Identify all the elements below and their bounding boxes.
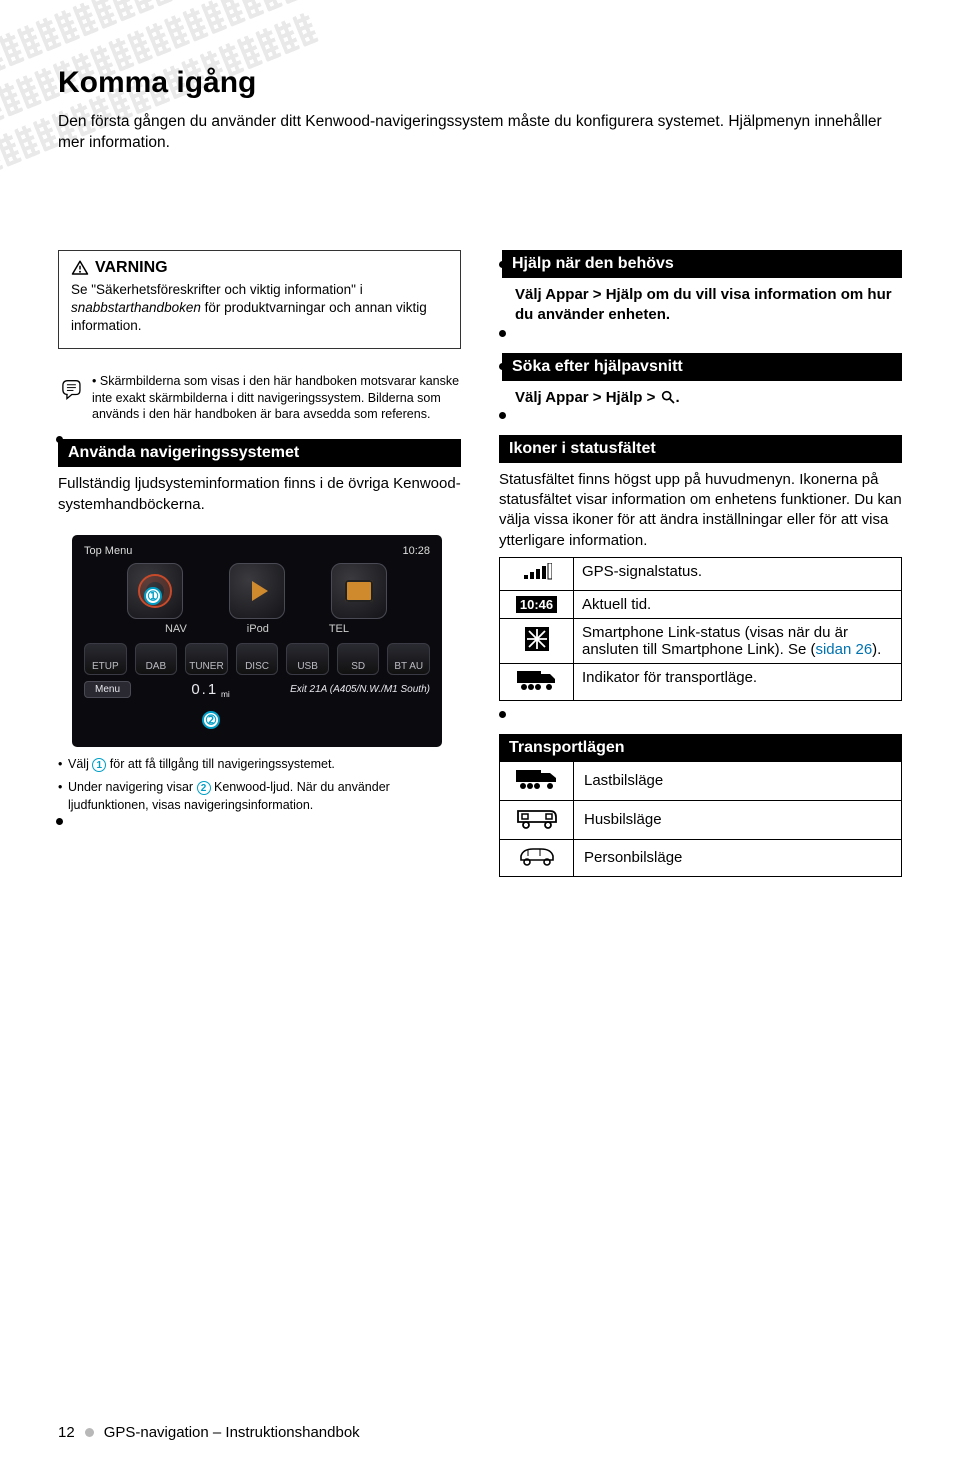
page-link[interactable]: sidan 26 <box>815 641 872 658</box>
chip-tuner: TUNER <box>185 643 228 675</box>
warning-box: VARNING Se "Säkerhetsföreskrifter och vi… <box>58 250 461 349</box>
heading-status: Ikoner i statusfältet <box>499 435 902 463</box>
heading-use-system: Använda navigeringssystemet <box>58 439 461 467</box>
device-distance: 0.1 mi <box>191 681 229 699</box>
device-notes: Välj 1 för att få tillgång till navigeri… <box>58 755 461 815</box>
chip-btau: BT AU <box>387 643 430 675</box>
link-text: Smartphone Link-status (visas när du är … <box>574 618 902 663</box>
callout-1: ➀ <box>144 587 162 605</box>
car-mode-icon <box>516 846 558 866</box>
tel-icon <box>331 563 387 619</box>
page-number: 12 <box>58 1424 75 1441</box>
note-block: Skärmbilderna som visas i den här handbo… <box>58 373 461 424</box>
note-text: Skärmbilderna som visas i den här handbo… <box>92 373 461 424</box>
chip-dab: DAB <box>135 643 178 675</box>
chip-disc: DISC <box>236 643 279 675</box>
page-title: Komma igång <box>58 66 256 100</box>
note-icon <box>58 375 84 401</box>
warning-icon <box>71 259 89 277</box>
table-row: GPS-signalstatus. <box>500 557 902 590</box>
modes-table: Lastbilsläge Husbilsläge <box>499 761 902 877</box>
footer-text: GPS-navigation – Instruktionshandbok <box>104 1424 360 1441</box>
chip-setup: ETUP <box>84 643 127 675</box>
heading-search: Söka efter hjälpavsnitt <box>502 353 902 381</box>
search-icon <box>660 389 676 405</box>
status-table: GPS-signalstatus. 10:46 Aktuell tid. <box>499 557 902 701</box>
signal-icon <box>522 563 552 581</box>
time-icon: 10:46 <box>516 596 557 613</box>
chip-sd: SD <box>337 643 380 675</box>
table-row: 10:46 Aktuell tid. <box>500 590 902 618</box>
status-intro: Statusfältet finns högst upp på huvudmen… <box>499 463 902 557</box>
warning-label: VARNING <box>95 259 168 277</box>
device-title: Top Menu <box>84 545 132 557</box>
callout-2: ➁ <box>202 711 220 729</box>
page-footer: 12 GPS-navigation – Instruktionshandbok <box>58 1424 360 1441</box>
transport-text: Indikator för transportläge. <box>574 663 902 700</box>
mode-truck: Lastbilsläge <box>574 761 902 800</box>
device-exit: Exit 21A (A405/N.W./M1 South) <box>290 684 430 695</box>
warning-text: Se "Säkerhetsföreskrifter och viktig inf… <box>71 281 448 336</box>
nav-label: NAV <box>165 623 187 635</box>
device-screenshot: Top Menu 10:28 NAV iPod TEL ETUP DAB TUN… <box>72 535 442 747</box>
ipod-label: iPod <box>247 623 269 635</box>
mode-rv: Husbilsläge <box>574 800 902 839</box>
heading-modes: Transportlägen <box>499 734 902 762</box>
tel-label: TEL <box>329 623 349 635</box>
table-row: Smartphone Link-status (visas när du är … <box>500 618 902 663</box>
intro-text: Den första gången du använder ditt Kenwo… <box>58 112 888 154</box>
device-menu: Menu <box>84 681 131 698</box>
table-row: Indikator för transportläge. <box>500 663 902 700</box>
signal-text: GPS-signalstatus. <box>574 557 902 590</box>
table-row: Lastbilsläge <box>500 761 902 800</box>
chip-usb: USB <box>286 643 329 675</box>
heading-help: Hjälp när den behövs <box>502 250 902 278</box>
table-row: Personbilsläge <box>500 839 902 876</box>
footer-bullet-icon <box>85 1428 94 1437</box>
ipod-icon <box>229 563 285 619</box>
mode-car: Personbilsläge <box>574 839 902 876</box>
time-text: Aktuell tid. <box>574 590 902 618</box>
use-system-body: Fullständig ljudsysteminformation finns … <box>58 467 461 525</box>
truck-mode-icon <box>516 768 558 790</box>
device-clock: 10:28 <box>402 545 430 557</box>
table-row: Husbilsläge <box>500 800 902 839</box>
snowflake-icon <box>524 626 550 652</box>
help-body: Välj Appar > Hjälp om du vill visa infor… <box>499 278 902 336</box>
rv-mode-icon <box>516 807 558 829</box>
truck-icon <box>517 669 557 691</box>
